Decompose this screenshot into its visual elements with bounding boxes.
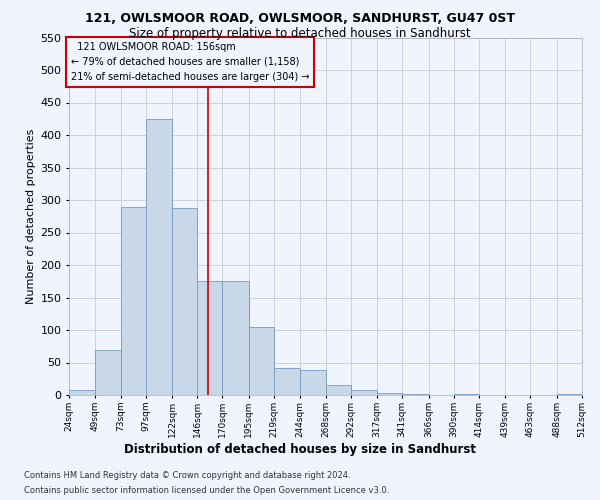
- Text: Contains HM Land Registry data © Crown copyright and database right 2024.: Contains HM Land Registry data © Crown c…: [24, 471, 350, 480]
- Bar: [121, 206, 146, 395]
- Text: Size of property relative to detached houses in Sandhurst: Size of property relative to detached ho…: [129, 28, 471, 40]
- Y-axis label: Number of detached properties: Number of detached properties: [26, 128, 36, 304]
- Bar: [454, 394, 479, 395]
- Bar: [402, 394, 428, 395]
- Text: Distribution of detached houses by size in Sandhurst: Distribution of detached houses by size …: [124, 442, 476, 456]
- Bar: [172, 208, 197, 395]
- Bar: [377, 393, 402, 395]
- Bar: [69, 390, 95, 395]
- Bar: [95, 350, 121, 395]
- Text: 121 OWLSMOOR ROAD: 156sqm
← 79% of detached houses are smaller (1,158)
21% of se: 121 OWLSMOOR ROAD: 156sqm ← 79% of detac…: [71, 42, 310, 82]
- Bar: [300, 370, 325, 395]
- Bar: [351, 390, 377, 395]
- Bar: [146, 118, 172, 395]
- Bar: [325, 384, 351, 395]
- Text: Contains public sector information licensed under the Open Government Licence v3: Contains public sector information licen…: [24, 486, 389, 495]
- Bar: [249, 327, 274, 395]
- Bar: [557, 394, 582, 395]
- Text: 121, OWLSMOOR ROAD, OWLSMOOR, SANDHURST, GU47 0ST: 121, OWLSMOOR ROAD, OWLSMOOR, SANDHURST,…: [85, 12, 515, 26]
- Bar: [274, 368, 300, 395]
- Bar: [197, 281, 223, 395]
- Bar: [223, 281, 249, 395]
